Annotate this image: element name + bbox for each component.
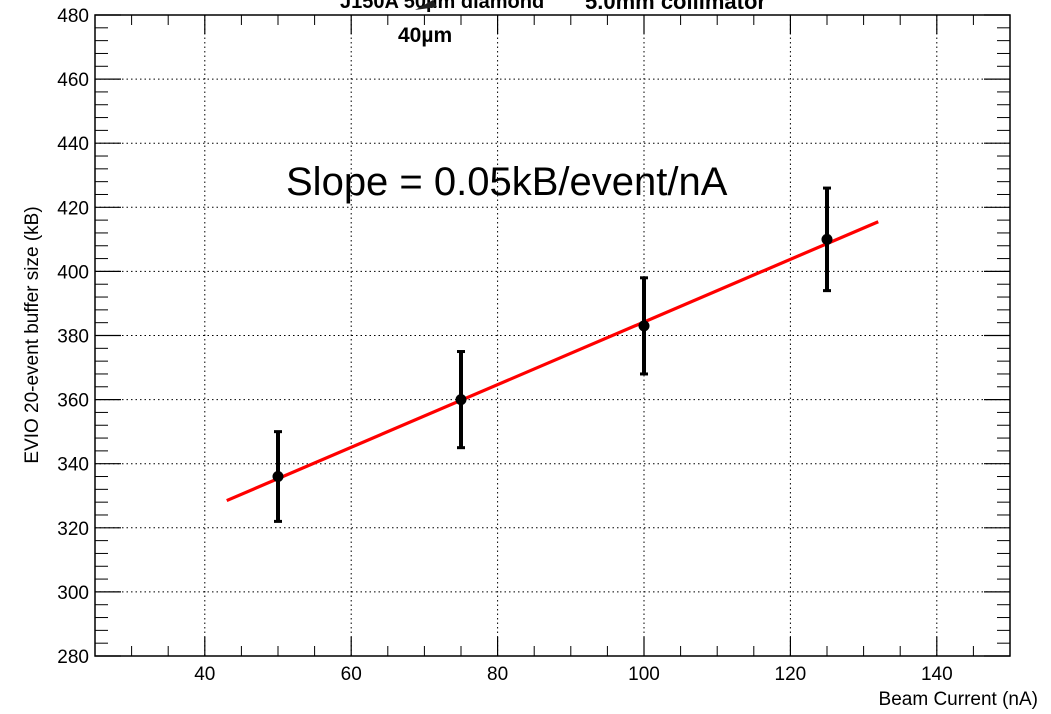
x-tick-label: 60	[341, 664, 362, 685]
y-tick-label: 480	[57, 6, 89, 27]
slope-annotation: Slope = 0.05kB/event/nA	[286, 160, 728, 204]
x-tick-label: 80	[487, 664, 508, 685]
fit-line-group	[226, 220, 879, 503]
y-tick-label: 300	[57, 583, 89, 604]
data-points	[272, 186, 833, 523]
x-tick-label: 120	[775, 664, 807, 685]
x-axis-title: Beam Current (nA)	[879, 689, 1038, 710]
x-tick-label: 140	[921, 664, 953, 685]
data-point	[272, 471, 284, 483]
x-tick-label: 100	[628, 664, 660, 685]
data-point	[821, 233, 833, 245]
y-tick-label: 320	[57, 519, 89, 540]
plot-background	[95, 15, 1010, 656]
y-tick-label: 420	[57, 198, 89, 219]
fit-line	[226, 220, 879, 503]
data-point	[455, 394, 467, 406]
plot-frame	[94, 14, 1011, 657]
y-tick-label: 440	[57, 134, 89, 155]
x-tick-label: 40	[194, 664, 215, 685]
y-tick-label: 360	[57, 391, 89, 412]
y-tick-label: 460	[57, 70, 89, 91]
top-left-cut-label: J150A 50µm diamond	[340, 0, 544, 13]
arrow-icon	[415, 0, 437, 10]
y-tick-label: 340	[57, 455, 89, 476]
top-right-cut-label: 5.0mm collimator	[585, 0, 766, 14]
y-tick-label: 280	[57, 647, 89, 668]
y-axis-title: EVIO 20-event buffer size (kB)	[22, 206, 43, 463]
y-tick-label: 400	[57, 262, 89, 283]
data-point	[638, 320, 650, 332]
tick-labels: 280 300 320 340 360 380 400 420 440 460 480 40 60 80 1…	[57, 6, 952, 685]
y-tick-label: 380	[57, 327, 89, 348]
thickness-label: 40µm	[398, 24, 452, 47]
